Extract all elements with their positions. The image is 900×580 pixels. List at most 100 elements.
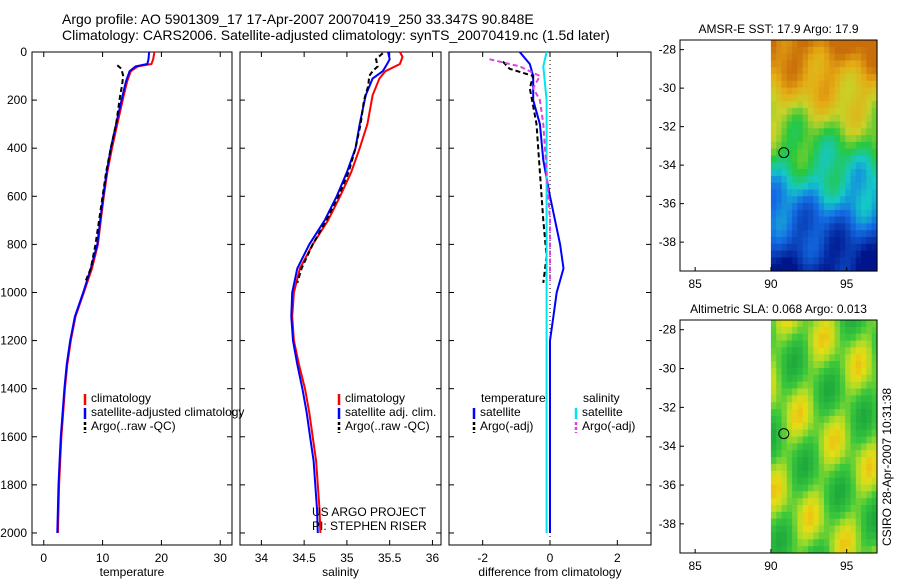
heat-cell bbox=[861, 347, 867, 355]
panel-salinity-frame bbox=[239, 51, 442, 546]
heat-cell bbox=[871, 457, 878, 465]
heat-cell bbox=[824, 60, 830, 68]
heat-cell bbox=[786, 203, 793, 211]
heat-cell bbox=[776, 415, 783, 424]
heat-cell bbox=[845, 539, 852, 547]
heat-cell bbox=[813, 388, 820, 396]
heat-cell bbox=[818, 491, 825, 499]
heat-cell bbox=[866, 203, 873, 211]
heat-cell bbox=[861, 243, 867, 252]
heat-cell bbox=[829, 67, 836, 75]
heat-cell bbox=[824, 169, 830, 177]
heat-cell bbox=[802, 457, 809, 465]
heat-cell bbox=[781, 484, 788, 492]
heat-cell bbox=[839, 463, 846, 472]
heat-cell bbox=[770, 477, 777, 486]
heat-cell bbox=[813, 347, 820, 355]
heat-cell bbox=[866, 518, 873, 527]
heat-cell bbox=[861, 511, 867, 520]
heat-cell bbox=[866, 60, 873, 68]
heat-cell bbox=[786, 101, 793, 109]
heat-cell bbox=[792, 361, 798, 369]
heat-cell bbox=[839, 326, 846, 335]
heat-cell bbox=[850, 546, 857, 554]
heat-cell bbox=[770, 67, 777, 75]
heat-cell bbox=[776, 505, 783, 513]
heat-cell bbox=[802, 518, 809, 527]
heat-cell bbox=[781, 546, 788, 554]
heat-cell bbox=[866, 148, 873, 157]
heat-cell bbox=[850, 443, 857, 451]
xtick-label: 0 bbox=[547, 551, 554, 565]
heat-cell bbox=[786, 340, 793, 349]
heat-cell bbox=[839, 243, 846, 252]
heat-cell bbox=[845, 450, 852, 458]
heat-cell bbox=[839, 436, 846, 444]
heat-cell bbox=[770, 94, 777, 102]
heat-cell bbox=[824, 532, 830, 540]
heat-cell bbox=[855, 320, 862, 328]
heat-cell bbox=[834, 230, 841, 238]
heat-cell bbox=[770, 237, 777, 245]
heat-cell bbox=[781, 443, 788, 451]
heat-cell bbox=[776, 128, 783, 136]
heat-cell bbox=[866, 40, 873, 48]
heat-cell bbox=[824, 155, 830, 163]
heat-cell bbox=[786, 53, 793, 61]
map-ytick-label: -36 bbox=[659, 478, 677, 492]
heat-cell bbox=[861, 436, 867, 444]
heat-cell bbox=[834, 182, 841, 191]
heat-cell bbox=[786, 128, 793, 136]
heat-cell bbox=[824, 141, 830, 150]
heat-cell bbox=[808, 60, 814, 68]
heat-cell bbox=[797, 498, 804, 506]
heat-cell bbox=[802, 326, 809, 335]
heat-cell bbox=[808, 67, 814, 75]
ytick-label: 1600 bbox=[0, 430, 27, 444]
heat-cell bbox=[850, 457, 857, 465]
heat-cell bbox=[770, 450, 777, 458]
map-sla_map-field bbox=[770, 320, 878, 554]
heat-cell bbox=[845, 347, 852, 355]
heat-cell bbox=[813, 368, 820, 376]
heat-cell bbox=[781, 511, 788, 520]
heat-cell bbox=[770, 114, 777, 123]
heat-cell bbox=[802, 443, 809, 451]
heat-cell bbox=[776, 135, 783, 143]
heat-cell bbox=[855, 169, 862, 177]
heat-cell bbox=[866, 415, 873, 424]
heat-cell bbox=[855, 340, 862, 349]
heat-cell bbox=[792, 223, 798, 231]
heat-cell bbox=[781, 388, 788, 396]
heat-cell bbox=[866, 87, 873, 95]
heat-cell bbox=[808, 203, 814, 211]
heat-cell bbox=[855, 182, 862, 191]
heat-cell bbox=[797, 532, 804, 540]
heat-cell bbox=[834, 320, 841, 328]
heat-cell bbox=[834, 539, 841, 547]
heat-cell bbox=[813, 491, 820, 499]
heat-cell bbox=[776, 422, 783, 431]
heat-cell bbox=[818, 182, 825, 191]
heat-cell bbox=[786, 114, 793, 123]
heat-cell bbox=[802, 374, 809, 383]
heat-cell bbox=[813, 326, 820, 335]
heat-cell bbox=[770, 361, 777, 369]
heat-cell bbox=[770, 243, 777, 252]
heat-cell bbox=[808, 450, 814, 458]
xtick-label: 10 bbox=[96, 551, 110, 565]
heat-cell bbox=[813, 505, 820, 513]
heat-cell bbox=[839, 518, 846, 527]
heat-cell bbox=[813, 40, 820, 48]
heat-cell bbox=[802, 450, 809, 458]
heat-cell bbox=[861, 209, 867, 218]
heat-cell bbox=[839, 162, 846, 170]
heat-cell bbox=[818, 511, 825, 520]
heat-cell bbox=[802, 94, 809, 102]
heat-cell bbox=[850, 368, 857, 376]
heat-cell bbox=[808, 477, 814, 486]
heat-cell bbox=[850, 532, 857, 540]
heat-cell bbox=[829, 46, 836, 55]
heat-cell bbox=[813, 436, 820, 444]
heat-cell bbox=[829, 53, 836, 61]
